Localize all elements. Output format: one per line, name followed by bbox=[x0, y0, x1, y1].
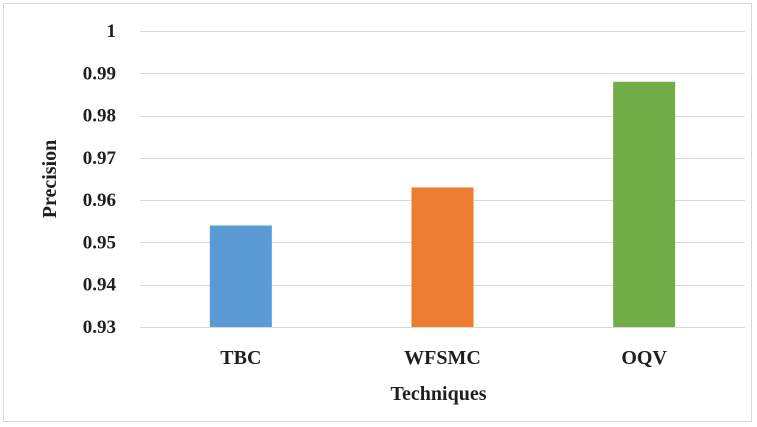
bar-tbc bbox=[209, 225, 272, 327]
y-tick-label: 0.95 bbox=[83, 232, 116, 253]
bar-wfsmc bbox=[411, 187, 474, 327]
y-tick-label: 0.98 bbox=[83, 106, 116, 127]
y-tick-labels: 0.93 0.94 0.95 0.96 0.97 0.98 0.99 1 bbox=[83, 21, 117, 338]
y-tick-label: 0.97 bbox=[83, 148, 117, 169]
x-tick-label: TBC bbox=[220, 347, 261, 369]
x-tick-label: WFSMC bbox=[404, 347, 481, 369]
y-tick-label: 0.93 bbox=[83, 317, 116, 338]
bars bbox=[209, 81, 676, 327]
x-axis-title: Techniques bbox=[391, 383, 487, 405]
y-tick-label: 0.96 bbox=[83, 190, 116, 211]
y-axis-title: Precision bbox=[39, 140, 61, 219]
x-tick-label: OQV bbox=[621, 347, 667, 369]
y-tick-label: 1 bbox=[107, 21, 117, 42]
y-tick-label: 0.99 bbox=[83, 63, 116, 84]
y-tick-label: 0.94 bbox=[83, 275, 117, 296]
bar-oqv bbox=[613, 81, 676, 327]
x-tick-labels: TBC WFSMC OQV bbox=[220, 347, 667, 369]
